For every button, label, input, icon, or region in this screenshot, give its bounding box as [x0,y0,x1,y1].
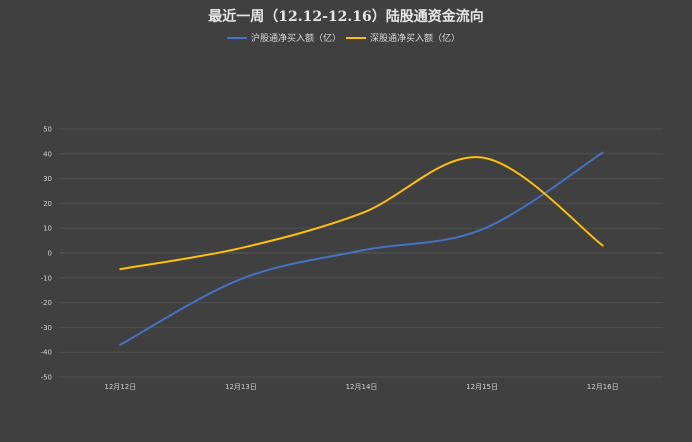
y-tick-label: 10 [43,225,52,233]
x-tick-label: 12月13日 [225,383,257,391]
y-tick-label: -20 [41,299,52,307]
legend-item-sh: 沪股通净买入额（亿） [227,32,341,44]
series-line-sh [119,151,604,346]
x-axis-ticks: 12月12日 12月13日 12月14日 12月15日 12月16日 [104,383,618,391]
chart-title: 最近一周（12.12-12.16）陆股通资金流向 [208,8,484,25]
series-line-sz [119,156,604,271]
legend-label-sh: 沪股通净买入额（亿） [251,32,341,44]
x-tick-label: 12月14日 [346,383,378,391]
x-tick-label: 12月16日 [587,383,619,391]
series-lines [119,151,604,346]
y-tick-label: 50 [43,126,52,134]
y-tick-label: -10 [41,274,52,282]
y-tick-label: 20 [43,200,52,208]
legend-label-sz: 深股通净买入额（亿） [370,32,460,44]
y-tick-label: 40 [43,150,52,158]
x-tick-label: 12月12日 [104,383,136,391]
y-axis-ticks: 50 40 30 20 10 0 -10 -20 -30 -40 -50 [41,126,52,382]
legend: 沪股通净买入额（亿） 深股通净买入额（亿） [227,32,460,44]
y-tick-label: -30 [41,324,52,332]
y-tick-label: -40 [41,349,52,357]
y-tick-label: -50 [41,374,52,382]
gridlines [60,128,663,378]
y-tick-label: 0 [48,250,52,258]
x-tick-label: 12月15日 [466,383,498,391]
y-tick-label: 30 [43,175,52,183]
legend-item-sz: 深股通净买入额（亿） [346,32,460,44]
